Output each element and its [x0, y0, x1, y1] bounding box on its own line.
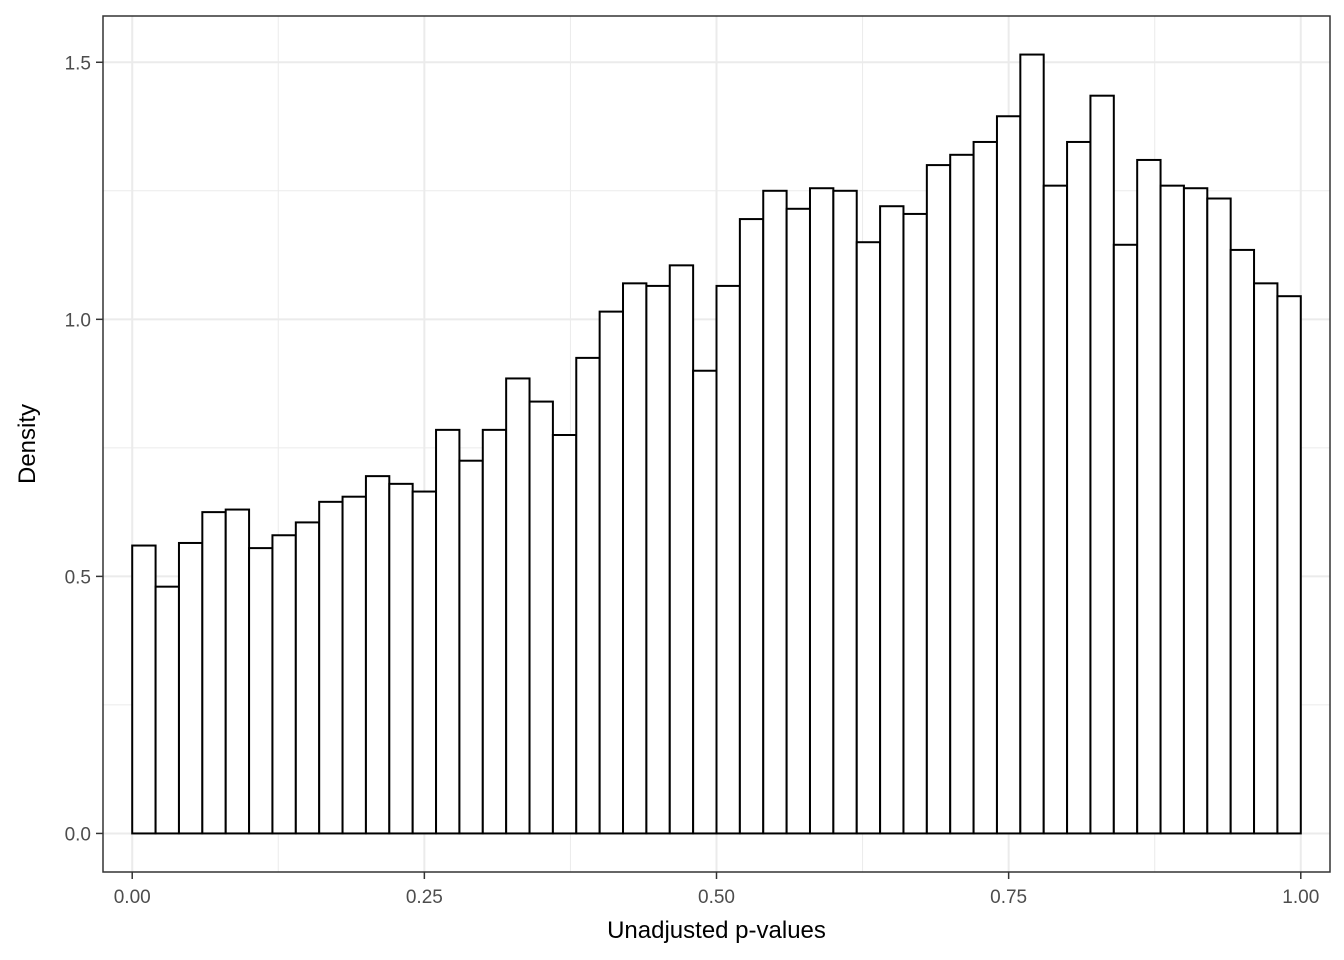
- histogram-bar: [458, 459, 484, 835]
- histogram-bar: [1066, 140, 1092, 835]
- histogram-bar: [411, 490, 438, 835]
- histogram-bar: [1136, 158, 1162, 835]
- x-tick-label: 0.00: [114, 887, 151, 908]
- histogram-bar: [177, 541, 204, 835]
- histogram-bar: [435, 428, 461, 835]
- x-tick-label: 1.00: [1282, 887, 1319, 908]
- histogram-bar: [1253, 282, 1279, 835]
- histogram-bar: [598, 310, 625, 835]
- histogram-bar: [341, 495, 367, 835]
- histogram-bar: [949, 153, 975, 835]
- histogram-bar: [575, 356, 601, 835]
- histogram-bar: [879, 205, 905, 835]
- histogram-bar: [201, 511, 227, 835]
- histogram-bar: [715, 284, 741, 835]
- histogram-bar: [224, 508, 251, 835]
- y-tick-label: 0.5: [65, 567, 91, 588]
- histogram-bar: [808, 187, 835, 835]
- y-tick-label: 1.5: [65, 53, 91, 74]
- histogram-bar: [645, 284, 671, 835]
- y-tick-label: 1.0: [65, 310, 91, 331]
- histogram-bar: [1089, 94, 1115, 835]
- x-tick-label: 0.75: [990, 887, 1027, 908]
- histogram-bar: [505, 377, 531, 835]
- histogram-bar: [622, 282, 648, 835]
- histogram-bar: [832, 189, 858, 835]
- histogram-bar: [902, 212, 928, 835]
- y-axis-title: Density: [14, 404, 41, 484]
- histogram-bar: [1229, 248, 1256, 835]
- histogram-bar: [131, 544, 157, 835]
- histogram-bar: [248, 547, 274, 835]
- x-axis-ticks: 0.00 0.25 0.50 0.75 1.00: [114, 872, 1319, 908]
- x-tick-label: 0.25: [406, 887, 443, 908]
- histogram-bar: [1182, 187, 1209, 835]
- x-axis-title: Unadjusted p-values: [607, 917, 826, 944]
- histogram-bar: [925, 164, 952, 835]
- x-tick-label: 0.50: [698, 887, 735, 908]
- histogram-bar: [1206, 197, 1232, 835]
- histogram-bar: [154, 585, 180, 835]
- histogram-bar: [995, 115, 1022, 835]
- histogram-bars: [131, 53, 1302, 835]
- histogram-bar: [271, 534, 297, 835]
- histogram-bar: [294, 521, 321, 835]
- histogram-bar: [738, 218, 765, 835]
- histogram-bar: [364, 475, 391, 835]
- histogram-bar: [1042, 184, 1069, 835]
- histogram-bar: [668, 264, 695, 835]
- y-tick-label: 0.0: [65, 824, 91, 845]
- y-axis-ticks: 0.0 0.5 1.0 1.5: [65, 53, 103, 845]
- histogram-bar: [762, 189, 788, 835]
- histogram-bar: [318, 500, 344, 835]
- histogram-bar: [1019, 53, 1045, 835]
- histogram-bar: [388, 482, 414, 835]
- histogram-bar: [785, 207, 811, 835]
- histogram-bar: [528, 400, 554, 835]
- histogram-bar: [551, 434, 578, 835]
- histogram-bar: [1112, 243, 1139, 835]
- histogram-bar: [481, 428, 508, 835]
- histogram-bar: [692, 369, 718, 835]
- histogram-bar: [972, 140, 998, 835]
- histogram-bar: [1159, 184, 1185, 835]
- histogram-bar: [1276, 295, 1302, 835]
- histogram-bar: [855, 241, 882, 835]
